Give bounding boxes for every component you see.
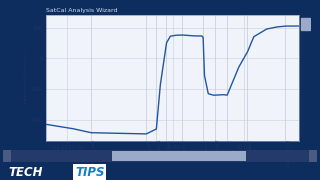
- Text: Bubble: Bubble: [249, 140, 253, 151]
- Bar: [112, 151, 246, 161]
- Text: Bubble: Bubble: [204, 140, 208, 151]
- Text: Bubble: Bubble: [168, 140, 172, 151]
- Y-axis label: Temperature Offset (mC): Temperature Offset (mC): [24, 51, 28, 105]
- Bar: [3, 150, 314, 162]
- Bar: [301, 18, 310, 30]
- Text: Bubble: Bubble: [148, 140, 152, 151]
- Bar: [309, 150, 317, 162]
- Text: Calibration 2: Calibration 2: [216, 140, 220, 161]
- Text: Ci: Ci: [228, 140, 232, 143]
- Text: TIPS: TIPS: [75, 166, 105, 179]
- Text: Experiment End: Experiment End: [287, 140, 291, 166]
- Text: Calibration 1: Calibration 1: [158, 140, 162, 161]
- Text: Experiment Start: Experiment Start: [92, 140, 96, 168]
- Bar: [3, 150, 11, 162]
- Text: TECH: TECH: [8, 166, 43, 179]
- Text: SatCal Analysis Wizard: SatCal Analysis Wizard: [46, 8, 118, 13]
- Text: Brew: Brew: [183, 140, 187, 148]
